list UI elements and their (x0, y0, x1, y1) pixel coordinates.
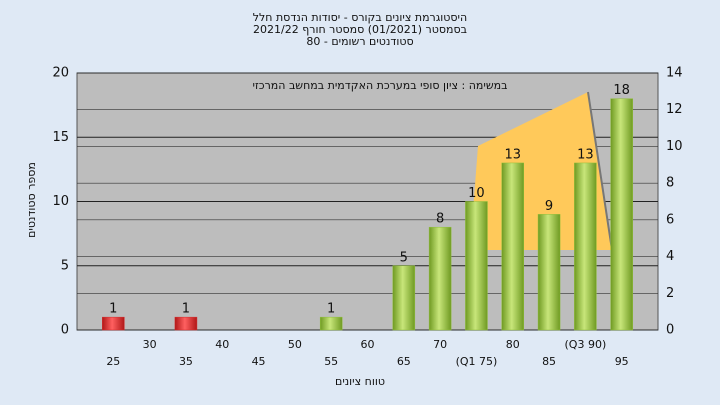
y2-tick-label: 14 (666, 66, 683, 81)
quartile-edge (587, 91, 613, 251)
value-label: 10 (468, 186, 485, 201)
x-tick-label: 95 (615, 355, 629, 368)
bar (102, 316, 125, 331)
x-tick-label: 55 (324, 355, 338, 368)
bar (392, 265, 416, 331)
y2-tick-label: 12 (666, 102, 683, 117)
x-tick-label: 85 (542, 355, 556, 368)
x-tick-label: 45 (252, 355, 266, 368)
x-tick-label: 65 (397, 355, 411, 368)
y2-tick-label: 8 (666, 176, 674, 191)
x-tick-label: (Q3 90) (565, 338, 607, 351)
value-label: 1 (182, 302, 190, 317)
bar (174, 316, 198, 331)
y-tick-label: 0 (61, 323, 69, 338)
y2-tick-label: 4 (666, 249, 674, 264)
value-label: 5 (400, 250, 408, 265)
bar (319, 316, 343, 331)
y2-tick-label: 6 (666, 212, 674, 227)
y-tick-label: 5 (61, 258, 69, 273)
bar (501, 162, 524, 331)
y2-tick-label: 2 (666, 286, 674, 301)
bar (574, 162, 597, 331)
value-label: 9 (545, 199, 553, 214)
chart-subtitle: סטודנטים רשומים - 80 (306, 35, 413, 48)
value-label: 1 (327, 302, 335, 317)
y2-tick-label: 10 (666, 139, 683, 154)
bar (610, 98, 633, 331)
bar (428, 226, 452, 331)
value-label: 1 (109, 302, 117, 317)
x-tick-label: 60 (361, 338, 375, 351)
x-tick-label: 40 (215, 338, 229, 351)
y2-tick-label: 0 (666, 323, 674, 338)
x-tick-label: 80 (506, 338, 520, 351)
x-tick-label: (Q1 75) (456, 355, 498, 368)
x-tick-label: 25 (106, 355, 120, 368)
bar (537, 214, 561, 331)
x-tick-label: 70 (433, 338, 447, 351)
value-label: 13 (577, 147, 594, 162)
x-tick-label: 30 (143, 338, 157, 351)
value-label: 18 (613, 83, 630, 98)
x-tick-label: 50 (288, 338, 302, 351)
x-tick-label: 35 (179, 355, 193, 368)
chart-subtitle: בסמסטר (01/2021) סמסטר חורף 2021/22 (253, 23, 467, 36)
value-label: 13 (504, 147, 521, 162)
x-axis-label: טווח ציונים (335, 375, 385, 388)
bar (465, 201, 488, 331)
annotation: במשימה : ציון סופי במערכת האקדמית במחשב … (253, 79, 508, 92)
value-label: 8 (436, 212, 444, 227)
y-axis-label: מספר סטודנטים (25, 162, 38, 238)
chart-title: היסטוגרמת ציונים בקורס - יסודות הנדסת חל… (253, 11, 467, 24)
y-tick-label: 15 (52, 130, 69, 145)
y-tick-label: 10 (52, 194, 69, 209)
y-tick-label: 20 (52, 66, 69, 81)
